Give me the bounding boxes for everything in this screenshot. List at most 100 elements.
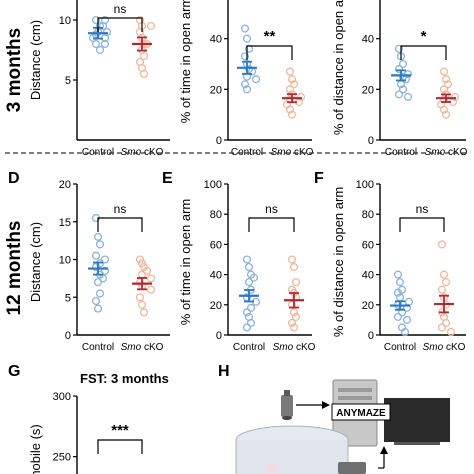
panels-layer: 5 10 Distance (cm) Control Smo cKO ns 0 20 40 % o… [28,0,468,474]
x-tick-label-smo-cko: Smo cKO [121,342,164,353]
y-tick-label: 0 [368,135,374,147]
data-point [142,266,152,275]
row-label-3-months: 3 months [4,28,25,112]
y-tick-label: 60 [210,239,222,251]
significance-bracket [97,439,143,454]
y-tick-label: 80 [210,209,222,221]
data-point [287,75,297,84]
data-point [137,270,147,279]
data-point [437,285,447,294]
y-tick-label: 100 [356,179,374,191]
y-axis-label: % of distance in open arm [331,187,346,337]
swim-cylinder-icon [235,425,349,474]
data-point [91,251,101,260]
y-axis-label: % of distance in open arm [331,0,346,135]
data-point [240,52,250,61]
y-tick-label: 60 [362,239,374,251]
data-point [100,255,110,264]
data-point [441,278,451,287]
data-point [242,323,252,332]
y-tick-label: 10 [59,255,71,267]
data-point [139,308,149,317]
data-point [242,255,252,264]
data-point [139,69,149,79]
data-point [437,323,447,332]
y-axis-label: Immobile (s) [28,424,43,474]
y-tick-label: 20 [210,300,222,312]
data-point [242,34,252,43]
data-point [100,39,110,49]
data-point [93,278,103,287]
data-point [91,39,101,49]
data-point [91,296,101,306]
data-point [240,24,250,33]
significance-label: ns [114,2,127,16]
data-point [95,289,105,298]
data-point [95,240,105,249]
data-point [93,304,103,313]
data-point [287,318,297,327]
data-point [400,327,410,337]
y-axis-label: Distance (cm) [28,222,43,302]
significance-bracket [246,45,293,60]
experiment-schematic: ANYMAZE [235,379,450,474]
data-point [139,51,149,61]
y-tick-label: 15 [59,217,71,229]
data-point [289,323,299,332]
panel-letter-d: D [8,170,20,187]
y-tick-label: 0 [216,135,222,147]
data-point [289,80,299,89]
data-point [437,240,447,249]
data-point [402,303,412,312]
arrowhead-monitor [380,446,388,454]
y-tick-label: 250 [53,452,71,464]
data-point [244,44,254,53]
y-tick-label: 40 [362,34,374,46]
data-point [246,318,256,327]
y-tick-label: 20 [362,300,374,312]
significance-label: ns [265,202,278,216]
data-point [287,255,297,264]
data-point [246,303,256,312]
data-point [395,278,405,287]
data-point [251,75,261,84]
data-point [287,110,297,119]
chart-panel-6: 0 20 40 60 80 100 % of distance in open arm Con… [331,179,466,353]
data-point [242,85,252,94]
significance-label: * [421,28,427,45]
x-tick-label-control: Control [233,342,265,353]
camera-icon [281,390,293,420]
y-tick-label: 40 [210,270,222,282]
data-point [403,92,413,101]
chart-panel-4: 0 5 10 15 20 Distance (cm) Control Smo cKO ns [28,179,170,353]
significance-bracket [248,217,295,232]
data-point [296,92,306,101]
data-point [146,285,156,294]
y-tick-label: 20 [59,179,71,191]
data-point [249,273,259,282]
data-point [146,274,156,283]
panel-letter-e: E [162,170,173,187]
data-point [242,308,252,317]
data-point [137,300,147,309]
data-point [439,67,449,76]
data-point [441,110,451,119]
y-tick-label: 5 [65,75,71,87]
data-point [394,90,404,99]
data-point [439,85,449,94]
data-point [93,232,103,241]
data-point [244,262,254,272]
data-point [146,21,156,31]
data-point [285,85,295,94]
x-tick-label-control: Control [82,342,114,353]
x-tick-label-smo-cko: Smo cKO [423,342,466,353]
y-axis-label: % of time in open arm [178,199,193,325]
y-tick-label: 80 [362,209,374,221]
significance-bracket [400,45,447,60]
y-tick-label: 0 [216,330,222,342]
video-camera-icon [338,462,366,474]
y-tick-label: 0 [368,330,374,342]
